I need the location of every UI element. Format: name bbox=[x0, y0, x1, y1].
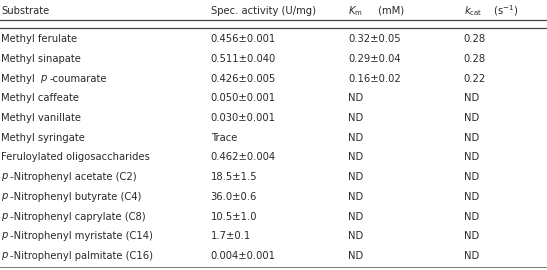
Text: ND: ND bbox=[464, 152, 479, 163]
Text: (s$^{-1}$): (s$^{-1}$) bbox=[490, 4, 518, 18]
Text: ND: ND bbox=[348, 211, 364, 222]
Text: Spec. activity (U/mg): Spec. activity (U/mg) bbox=[211, 6, 316, 16]
Text: 0.426±0.005: 0.426±0.005 bbox=[211, 73, 276, 84]
Text: Methyl sinapate: Methyl sinapate bbox=[1, 54, 81, 64]
Text: ND: ND bbox=[464, 192, 479, 202]
Text: ND: ND bbox=[464, 251, 479, 261]
Text: -coumarate: -coumarate bbox=[50, 73, 107, 84]
Text: ND: ND bbox=[464, 93, 479, 103]
Text: 0.32±0.05: 0.32±0.05 bbox=[348, 34, 401, 44]
Text: 18.5±1.5: 18.5±1.5 bbox=[211, 172, 257, 182]
Text: 0.511±0.040: 0.511±0.040 bbox=[211, 54, 276, 64]
Text: $p$: $p$ bbox=[1, 191, 9, 203]
Text: 0.050±0.001: 0.050±0.001 bbox=[211, 93, 276, 103]
Text: -Nitrophenyl caprylate (C8): -Nitrophenyl caprylate (C8) bbox=[10, 211, 146, 222]
Text: ND: ND bbox=[348, 231, 364, 241]
Text: 0.28: 0.28 bbox=[464, 34, 486, 44]
Text: 0.28: 0.28 bbox=[464, 54, 486, 64]
Text: ND: ND bbox=[348, 133, 364, 143]
Text: ND: ND bbox=[464, 231, 479, 241]
Text: $k_{\mathrm{cat}}$: $k_{\mathrm{cat}}$ bbox=[464, 4, 482, 18]
Text: 0.456±0.001: 0.456±0.001 bbox=[211, 34, 276, 44]
Text: -Nitrophenyl myristate (C14): -Nitrophenyl myristate (C14) bbox=[10, 231, 153, 241]
Text: ND: ND bbox=[464, 133, 479, 143]
Text: Feruloylated oligosaccharides: Feruloylated oligosaccharides bbox=[1, 152, 150, 163]
Text: Substrate: Substrate bbox=[1, 6, 49, 16]
Text: Methyl ferulate: Methyl ferulate bbox=[1, 34, 77, 44]
Text: 0.16±0.02: 0.16±0.02 bbox=[348, 73, 401, 84]
Text: ND: ND bbox=[348, 172, 364, 182]
Text: ND: ND bbox=[464, 113, 479, 123]
Text: (mM): (mM) bbox=[375, 6, 404, 16]
Text: 0.462±0.004: 0.462±0.004 bbox=[211, 152, 276, 163]
Text: $p$: $p$ bbox=[40, 73, 48, 85]
Text: Methyl syringate: Methyl syringate bbox=[1, 133, 85, 143]
Text: 0.030±0.001: 0.030±0.001 bbox=[211, 113, 276, 123]
Text: $p$: $p$ bbox=[1, 171, 9, 183]
Text: 0.004±0.001: 0.004±0.001 bbox=[211, 251, 276, 261]
Text: -Nitrophenyl acetate (C2): -Nitrophenyl acetate (C2) bbox=[10, 172, 137, 182]
Text: $K_{\mathrm{m}}$: $K_{\mathrm{m}}$ bbox=[348, 4, 363, 18]
Text: 10.5±1.0: 10.5±1.0 bbox=[211, 211, 257, 222]
Text: ND: ND bbox=[348, 113, 364, 123]
Text: $p$: $p$ bbox=[1, 230, 9, 242]
Text: -Nitrophenyl butyrate (C4): -Nitrophenyl butyrate (C4) bbox=[10, 192, 142, 202]
Text: 0.22: 0.22 bbox=[464, 73, 486, 84]
Text: -Nitrophenyl palmitate (C16): -Nitrophenyl palmitate (C16) bbox=[10, 251, 153, 261]
Text: Trace: Trace bbox=[211, 133, 237, 143]
Text: Methyl vanillate: Methyl vanillate bbox=[1, 113, 81, 123]
Text: 36.0±0.6: 36.0±0.6 bbox=[211, 192, 257, 202]
Text: Methyl caffeate: Methyl caffeate bbox=[1, 93, 79, 103]
Text: 0.29±0.04: 0.29±0.04 bbox=[348, 54, 401, 64]
Text: $p$: $p$ bbox=[1, 211, 9, 222]
Text: ND: ND bbox=[464, 211, 479, 222]
Text: ND: ND bbox=[348, 152, 364, 163]
Text: ND: ND bbox=[348, 251, 364, 261]
Text: 1.7±0.1: 1.7±0.1 bbox=[211, 231, 251, 241]
Text: $p$: $p$ bbox=[1, 250, 9, 262]
Text: ND: ND bbox=[464, 172, 479, 182]
Text: ND: ND bbox=[348, 93, 364, 103]
Text: Methyl: Methyl bbox=[1, 73, 38, 84]
Text: ND: ND bbox=[348, 192, 364, 202]
